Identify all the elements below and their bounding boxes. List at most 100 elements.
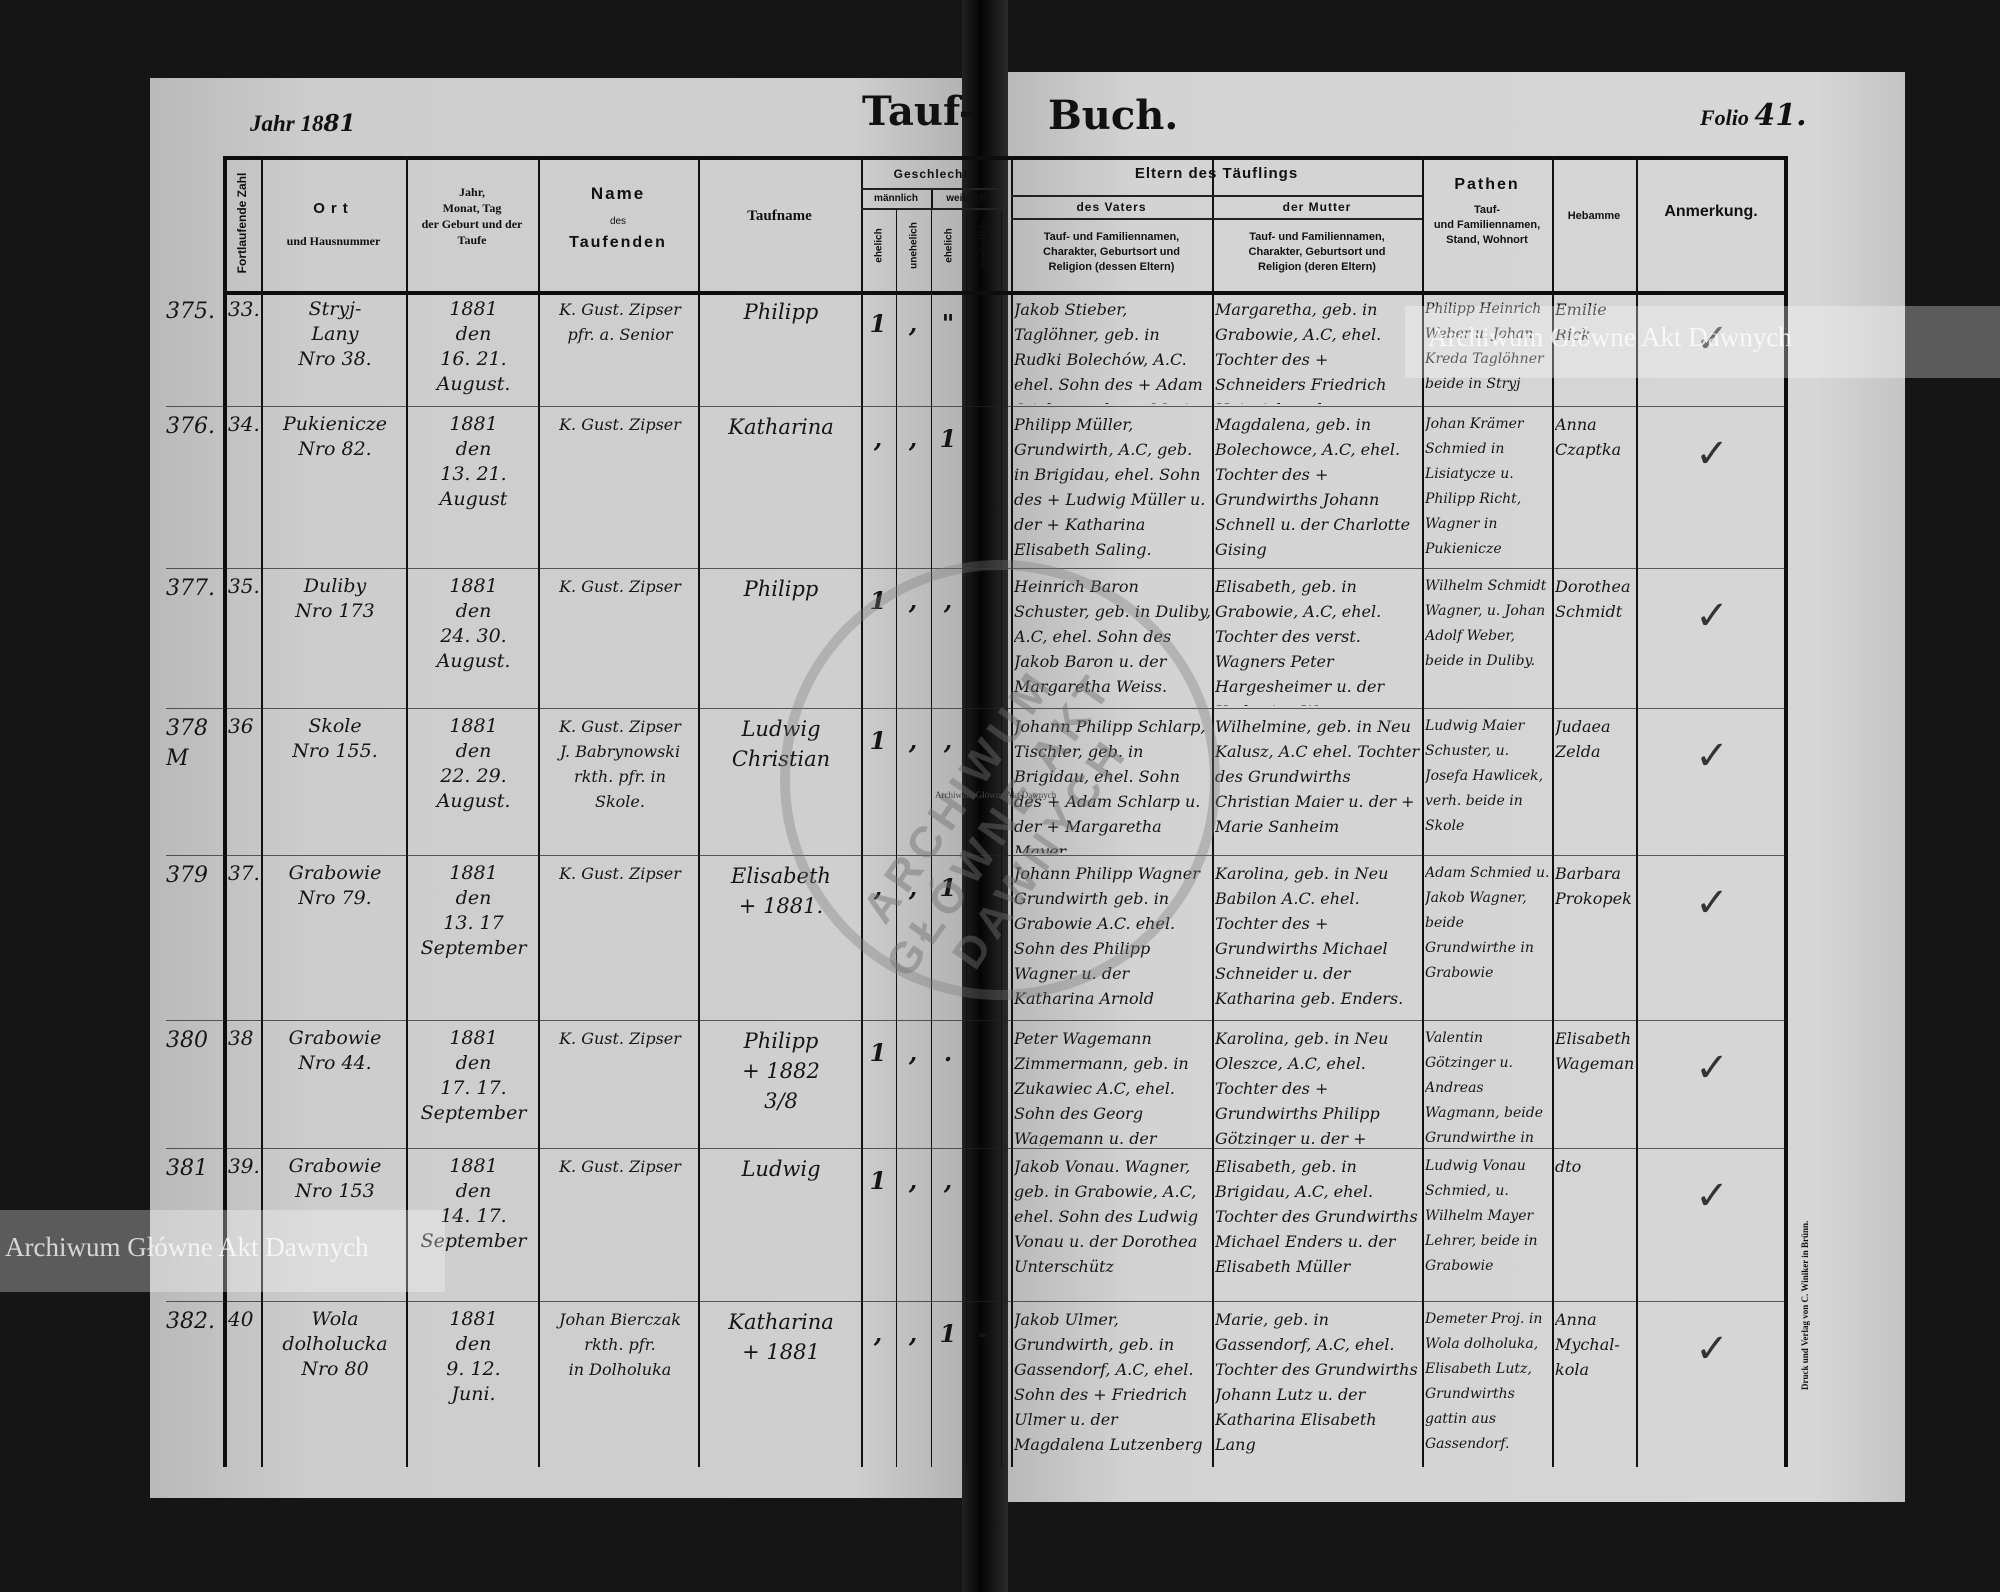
male-illegitimate-mark: , bbox=[908, 426, 918, 453]
mother-details: Karolina, geb. in Neu Babilon A.C. ehel.… bbox=[1215, 864, 1404, 1008]
godparents: Ludwig Maier Schuster, u. Josefa Hawlice… bbox=[1425, 718, 1544, 834]
female-legitimate-mark: , bbox=[943, 1168, 953, 1195]
col-header-vater-sub: Tauf- und Familiennamen, Charakter, Gebu… bbox=[1043, 231, 1180, 273]
place-and-house-number: Grabowie Nro 153 bbox=[288, 1155, 382, 1202]
father-details: Jakob Vonau. Wagner, geb. in Grabowie, A… bbox=[1014, 1157, 1199, 1276]
col-header-fortlaufende: Fortlaufende Zahl bbox=[235, 172, 249, 274]
baptizer-name: K. Gust. Zipser pfr. a. Senior bbox=[559, 300, 681, 344]
place-and-house-number: Grabowie Nro 44. bbox=[288, 1027, 382, 1074]
sequence-number: 33. bbox=[228, 297, 260, 321]
record-number: 377. bbox=[166, 576, 215, 601]
eltern-divider bbox=[1011, 195, 1422, 197]
column-divider bbox=[698, 156, 700, 1467]
col-header-weiblich: weiblich bbox=[946, 193, 986, 204]
baptizer-name: Johan Bierczak rkth. pfr. in Dolholuka bbox=[559, 1310, 681, 1379]
remark-checkmark: ✓ bbox=[1695, 316, 1729, 362]
female-illegitimate-mark bbox=[968, 311, 998, 351]
place-and-house-number: Grabowie Nro 79. bbox=[288, 862, 382, 909]
col-header-taufname: Taufname bbox=[747, 208, 812, 224]
father-details: Philipp Müller, Grundwirth, A.C, geb. in… bbox=[1014, 415, 1206, 559]
col-header-name: Name bbox=[590, 184, 646, 203]
col-header-maennlich: männlich bbox=[874, 193, 918, 204]
female-legitimate-mark: " bbox=[941, 311, 955, 338]
col-header-unehelich: unehelich bbox=[978, 222, 990, 269]
geschlecht-sub-divider bbox=[861, 208, 1001, 210]
row-divider bbox=[166, 406, 1786, 407]
midwife: Elisabeth Wageman bbox=[1555, 1029, 1635, 1073]
row-divider bbox=[166, 1020, 1786, 1021]
midwife: Barbara Prokopek bbox=[1555, 864, 1632, 908]
column-divider bbox=[1636, 156, 1638, 1467]
midwife: Dorothea Schmidt bbox=[1555, 577, 1631, 621]
col-header-ort: Ort bbox=[313, 200, 354, 217]
remark-checkmark: ✓ bbox=[1695, 880, 1729, 926]
baptismal-name: Philipp bbox=[743, 577, 819, 601]
midwife: dto bbox=[1555, 1157, 1582, 1176]
father-details: Peter Wagemann Zimmermann, geb. in Zukaw… bbox=[1014, 1029, 1189, 1146]
col-header-taufenden: Taufenden bbox=[569, 234, 667, 251]
col-header-geschlecht: Geschlecht bbox=[893, 167, 969, 181]
godparents: Adam Schmied u. Jakob Wagner, beide Grun… bbox=[1425, 865, 1550, 981]
column-divider bbox=[261, 156, 263, 1467]
birth-baptism-date: 1881 den 13. 21. August bbox=[439, 413, 508, 510]
birth-baptism-date: 1881 den 16. 21. August. bbox=[436, 298, 511, 395]
place-and-house-number: Duliby Nro 173 bbox=[295, 575, 375, 622]
baptizer-name: K. Gust. Zipser bbox=[559, 415, 681, 434]
table-left-border bbox=[223, 156, 227, 1467]
mother-details: Wilhelmine, geb. in Neu Kalusz, A.C ehel… bbox=[1215, 717, 1420, 836]
baptismal-name: Ludwig bbox=[741, 1157, 821, 1181]
female-legitimate-mark: . bbox=[943, 1040, 953, 1067]
baptismal-name: Philipp bbox=[743, 300, 819, 324]
folio-heading: Folio 41. bbox=[1700, 98, 1807, 133]
mother-details: Marie, geb. in Gassendorf, A.C, ehel. To… bbox=[1215, 1310, 1418, 1454]
record-number: 376. bbox=[166, 414, 215, 439]
place-and-house-number: Pukienicze Nro 82. bbox=[282, 413, 388, 460]
female-legitimate-mark: 1 bbox=[939, 1321, 957, 1348]
female-illegitimate-mark bbox=[968, 1040, 998, 1080]
record-number: 382. bbox=[166, 1309, 215, 1334]
remark-checkmark: ✓ bbox=[1695, 1045, 1729, 1091]
mother-details: Margaretha, geb. in Grabowie, A.C, ehel.… bbox=[1215, 300, 1387, 404]
mother-details: Elisabeth, geb. in Brigidau, A.C, ehel. … bbox=[1215, 1157, 1418, 1276]
row-divider bbox=[166, 1301, 1786, 1302]
col-header-hebamme: Hebamme bbox=[1567, 210, 1621, 222]
sequence-number: 36 bbox=[228, 714, 254, 738]
eltern-sub-divider bbox=[1011, 218, 1422, 220]
midwife: Judaea Zelda bbox=[1555, 717, 1611, 761]
male-illegitimate-mark: , bbox=[908, 1321, 918, 1348]
row-divider bbox=[166, 1148, 1786, 1149]
father-details: Jakob Stieber, Taglöhner, geb. in Rudki … bbox=[1014, 300, 1203, 404]
title-left: Tauf- bbox=[862, 88, 976, 135]
godparents: Ludwig Vonau Schmied, u. Wilhelm Mayer L… bbox=[1425, 1158, 1538, 1274]
col-header-anmerkung: Anmerkung. bbox=[1664, 203, 1758, 220]
godparents: Demeter Proj. in Wola dolholuka, Elisabe… bbox=[1425, 1311, 1543, 1452]
printer-note: Druck und Verlag von C. Winiker in Brünn… bbox=[1800, 1220, 1810, 1390]
birth-baptism-date: 1881 den 9. 12. Juni. bbox=[446, 1308, 501, 1405]
watermark-box-1 bbox=[1405, 306, 2000, 378]
col-header-unehelich: unehelich bbox=[908, 222, 920, 269]
male-legitimate-mark: , bbox=[873, 1321, 883, 1348]
col-header-vater: des Vaters bbox=[1076, 200, 1147, 214]
birth-baptism-date: 1881 den 17. 17. September bbox=[420, 1027, 527, 1124]
male-illegitimate-mark: , bbox=[908, 1168, 918, 1195]
record-number: 380 bbox=[166, 1028, 208, 1053]
col-header-ehelich: ehelich bbox=[943, 228, 955, 263]
mother-details: Karolina, geb. in Neu Oleszce, A.C, ehel… bbox=[1215, 1029, 1389, 1146]
birth-baptism-date: 1881 den 22. 29. August. bbox=[436, 715, 511, 812]
female-illegitimate-mark bbox=[968, 1168, 998, 1208]
midwife: Emilie Rick bbox=[1555, 300, 1607, 344]
col-header-mutter-sub: Tauf- und Familiennamen, Charakter, Gebu… bbox=[1248, 231, 1386, 273]
sequence-number: 40 bbox=[228, 1307, 254, 1331]
baptizer-name: K. Gust. Zipser bbox=[559, 1029, 681, 1048]
place-and-house-number: Wola dolholucka Nro 80 bbox=[282, 1308, 388, 1380]
baptizer-name: K. Gust. Zipser bbox=[559, 1157, 681, 1176]
col-header-eltern: Eltern des Täuflings bbox=[1134, 165, 1299, 182]
sequence-number: 35. bbox=[228, 574, 260, 598]
geschlecht-divider bbox=[861, 188, 1001, 190]
baptismal-name: Katharina + 1881 bbox=[728, 1310, 834, 1364]
sequence-number: 39. bbox=[228, 1154, 260, 1178]
baptismal-name: Philipp + 1882 3/8 bbox=[742, 1029, 820, 1113]
column-divider bbox=[406, 156, 408, 1467]
col-header-pathen: Pathen bbox=[1454, 176, 1520, 193]
header-bottom-border bbox=[223, 291, 1786, 295]
